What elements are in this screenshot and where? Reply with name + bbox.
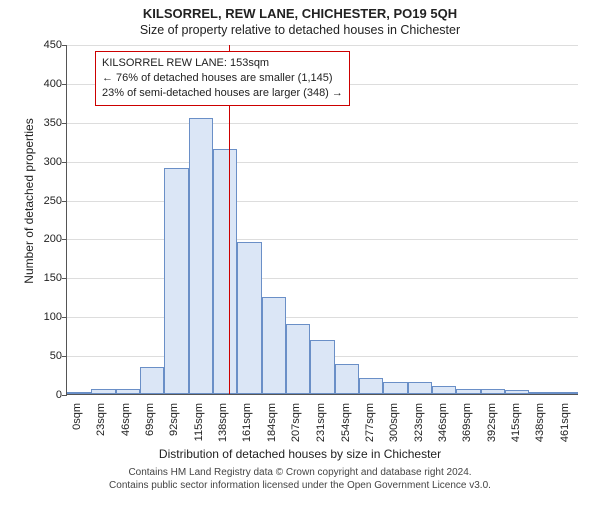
histogram-bar <box>554 392 578 394</box>
xtick-label: 300sqm <box>388 403 400 442</box>
xtick-label: 184sqm <box>266 403 278 442</box>
histogram-bar <box>335 364 359 394</box>
ytick-mark <box>62 356 67 357</box>
xtick-label: 69sqm <box>144 403 156 436</box>
gridline-h <box>67 123 578 124</box>
histogram-bar <box>91 389 115 394</box>
callout-line: KILSORREL REW LANE: 153sqm <box>102 56 343 71</box>
histogram-chart: 0501001502002503003504004500sqm23sqm46sq… <box>66 45 578 395</box>
page-subtitle: Size of property relative to detached ho… <box>0 23 600 37</box>
gridline-h <box>67 201 578 202</box>
ytick-label: 200 <box>32 233 62 245</box>
histogram-bar <box>262 297 286 394</box>
xtick-label: 254sqm <box>340 403 352 442</box>
ytick-label: 150 <box>32 272 62 284</box>
page-title: KILSORREL, REW LANE, CHICHESTER, PO19 5Q… <box>0 6 600 21</box>
ytick-mark <box>62 395 67 396</box>
histogram-bar <box>213 149 237 394</box>
histogram-bar <box>456 389 480 394</box>
histogram-bar <box>359 378 383 394</box>
xtick-label: 323sqm <box>413 403 425 442</box>
footer-attribution: Contains HM Land Registry data © Crown c… <box>0 467 600 492</box>
gridline-h <box>67 317 578 318</box>
ytick-mark <box>62 123 67 124</box>
x-axis-label: Distribution of detached houses by size … <box>0 447 600 461</box>
gridline-h <box>67 278 578 279</box>
histogram-bar <box>529 392 553 394</box>
ytick-label: 300 <box>32 156 62 168</box>
ytick-label: 400 <box>32 78 62 90</box>
xtick-label: 277sqm <box>364 403 376 442</box>
xtick-label: 231sqm <box>315 403 327 442</box>
ytick-label: 450 <box>32 39 62 51</box>
plot-area: 0501001502002503003504004500sqm23sqm46sq… <box>66 45 578 395</box>
xtick-label: 23sqm <box>95 403 107 436</box>
gridline-h <box>67 45 578 46</box>
callout-box: KILSORREL REW LANE: 153sqm← 76% of detac… <box>95 51 350 106</box>
xtick-label: 138sqm <box>217 403 229 442</box>
xtick-label: 0sqm <box>71 403 83 430</box>
xtick-label: 46sqm <box>120 403 132 436</box>
histogram-bar <box>432 386 456 394</box>
footer-line-1: Contains HM Land Registry data © Crown c… <box>0 467 600 480</box>
xtick-label: 369sqm <box>461 403 473 442</box>
ytick-label: 250 <box>32 195 62 207</box>
histogram-bar <box>505 390 529 394</box>
histogram-bar <box>67 392 91 394</box>
xtick-label: 346sqm <box>437 403 449 442</box>
ytick-mark <box>62 278 67 279</box>
xtick-label: 115sqm <box>193 403 205 441</box>
histogram-bar <box>164 168 188 394</box>
xtick-label: 438sqm <box>534 403 546 442</box>
callout-line: ← 76% of detached houses are smaller (1,… <box>102 71 343 86</box>
xtick-label: 392sqm <box>486 403 498 442</box>
gridline-h <box>67 162 578 163</box>
footer-line-2: Contains public sector information licen… <box>0 480 600 493</box>
ytick-label: 100 <box>32 311 62 323</box>
histogram-bar <box>310 340 334 394</box>
histogram-bar <box>481 389 505 394</box>
xtick-label: 207sqm <box>290 403 302 442</box>
ytick-mark <box>62 317 67 318</box>
gridline-h <box>67 239 578 240</box>
histogram-bar <box>116 389 140 394</box>
histogram-bar <box>286 324 310 394</box>
ytick-mark <box>62 239 67 240</box>
ytick-mark <box>62 162 67 163</box>
callout-line: 23% of semi-detached houses are larger (… <box>102 86 343 101</box>
histogram-bar <box>189 118 213 394</box>
ytick-label: 0 <box>32 389 62 401</box>
ytick-label: 350 <box>32 117 62 129</box>
ytick-mark <box>62 84 67 85</box>
ytick-mark <box>62 45 67 46</box>
xtick-label: 161sqm <box>241 403 253 442</box>
histogram-bar <box>237 242 261 394</box>
xtick-label: 461sqm <box>559 403 571 442</box>
ytick-label: 50 <box>32 350 62 362</box>
ytick-mark <box>62 201 67 202</box>
xtick-label: 415sqm <box>510 403 522 442</box>
histogram-bar <box>408 382 432 394</box>
histogram-bar <box>383 382 407 394</box>
histogram-bar <box>140 367 164 394</box>
xtick-label: 92sqm <box>168 403 180 436</box>
